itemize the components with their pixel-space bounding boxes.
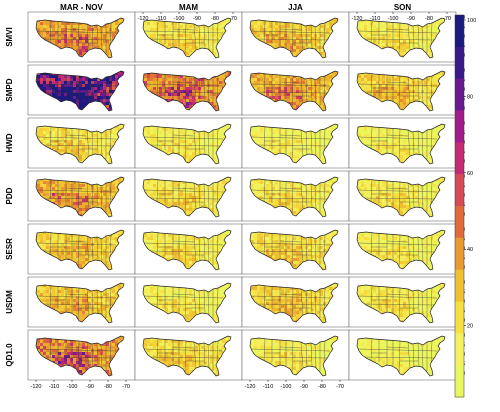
lon-tick-top: -100 (387, 16, 398, 22)
lon-tick-bottom: -120 (30, 384, 41, 390)
map-panel (241, 223, 350, 275)
map-panel (348, 223, 457, 275)
lon-tick-top: -120 (351, 16, 362, 22)
map-panel (241, 64, 350, 116)
map-panel (134, 64, 243, 116)
lon-tick-bottom: -100 (280, 384, 291, 390)
map-panel (27, 223, 136, 275)
lon-tick-top: -80 (211, 16, 219, 22)
map-panel (27, 117, 136, 169)
colorbar-segment (455, 110, 464, 143)
lon-tick-top: -70 (443, 16, 451, 22)
lon-tick-bottom: -90 (300, 384, 308, 390)
colorbar-segment (455, 46, 464, 80)
colorbar-segment (455, 301, 464, 334)
map-panel (134, 276, 243, 328)
map-panel (241, 11, 350, 63)
row-label: SMVI (5, 27, 14, 47)
map-panel (348, 11, 457, 63)
map-panel (348, 276, 457, 328)
colorbar-segment (455, 15, 464, 48)
lon-tick-top: -100 (173, 16, 184, 22)
map-panel (27, 170, 136, 222)
lon-tick-bottom: -120 (244, 384, 255, 390)
colorbar-segment (455, 142, 464, 175)
lon-tick-top: -70 (229, 16, 237, 22)
colorbar-segment (455, 333, 464, 366)
map-panel (241, 117, 350, 169)
colorbar-segment (455, 174, 464, 207)
lon-tick-bottom: -110 (263, 384, 274, 390)
colorbar-tick: 100 (467, 18, 476, 24)
map-panel (348, 170, 457, 222)
map-panel (348, 329, 457, 381)
map-panel (27, 64, 136, 116)
row-label: PDD (5, 187, 14, 204)
map-panel (134, 329, 243, 381)
map-panel (27, 276, 136, 328)
map-panel (134, 117, 243, 169)
column-title: JJA (288, 3, 303, 12)
lon-tick-bottom: -70 (336, 384, 344, 390)
map-panel (134, 223, 243, 275)
column-title: MAM (179, 3, 198, 12)
row-label: HWD (5, 133, 14, 152)
row-label: SESR (5, 238, 14, 260)
colorbar-segment (455, 206, 464, 239)
lon-tick-top: -90 (193, 16, 201, 22)
map-panel (134, 11, 243, 63)
colorbar-tick: 80 (467, 94, 473, 100)
row-label: QD1.0 (5, 343, 14, 367)
lon-tick-bottom: -100 (66, 384, 77, 390)
colorbar (454, 14, 465, 398)
map-panel (241, 170, 350, 222)
colorbar-segment (455, 237, 464, 271)
colorbar-segment (455, 365, 464, 398)
map-panel (241, 329, 350, 381)
lon-tick-bottom: -70 (122, 384, 130, 390)
map-panel (348, 64, 457, 116)
column-title: SON (394, 3, 412, 12)
lon-tick-bottom: -110 (49, 384, 60, 390)
colorbar-tick: 40 (467, 247, 473, 253)
colorbar-segment (455, 78, 464, 111)
lon-tick-bottom: -90 (86, 384, 94, 390)
row-label: SMPD (5, 78, 14, 101)
colorbar-tick: 60 (467, 171, 473, 177)
map-panel (241, 276, 350, 328)
colorbar-tick: 20 (467, 324, 473, 330)
lon-tick-top: -110 (156, 16, 167, 22)
lon-tick-bottom: -80 (318, 384, 326, 390)
colorbar-segment (455, 269, 464, 302)
map-panel (27, 11, 136, 63)
lon-tick-top: -120 (137, 16, 148, 22)
map-panel (134, 170, 243, 222)
map-panel (27, 329, 136, 381)
lon-tick-bottom: -80 (104, 384, 112, 390)
map-panel (348, 117, 457, 169)
column-title: MAR - NOV (60, 3, 103, 12)
lon-tick-top: -90 (407, 16, 415, 22)
lon-tick-top: -80 (425, 16, 433, 22)
row-label: USDM (5, 290, 14, 314)
lon-tick-top: -110 (370, 16, 381, 22)
